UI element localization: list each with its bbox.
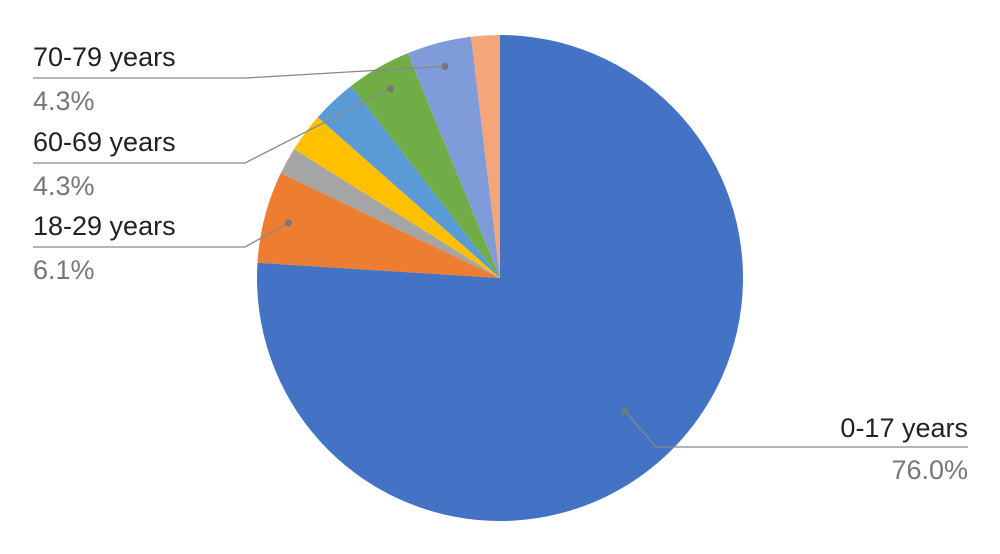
slice-label: 70-79 years (33, 42, 176, 72)
pie-slice (471, 35, 500, 278)
slice-value: 4.3% (33, 86, 95, 116)
leader-line (33, 65, 445, 79)
leader-dot (386, 85, 394, 93)
pie-slice (280, 149, 500, 278)
pie-slice (351, 53, 500, 278)
leader-line (624, 410, 968, 448)
slice-label: 60-69 years (33, 127, 176, 157)
leader-line (33, 88, 391, 164)
pie-slice (317, 85, 500, 278)
pie-slice (257, 173, 500, 278)
leader-dot (621, 407, 629, 415)
pie-slice (407, 36, 500, 279)
leader-dot (441, 62, 449, 70)
slice-value: 4.3% (33, 171, 95, 201)
slice-label: 0-17 years (840, 413, 968, 443)
pie-slice (294, 117, 500, 279)
slice-label: 18-29 years (33, 211, 176, 241)
leader-dot (284, 219, 292, 227)
slice-value: 6.1% (33, 255, 95, 285)
leader-line (33, 222, 289, 248)
slice-value: 76.0% (891, 455, 968, 485)
